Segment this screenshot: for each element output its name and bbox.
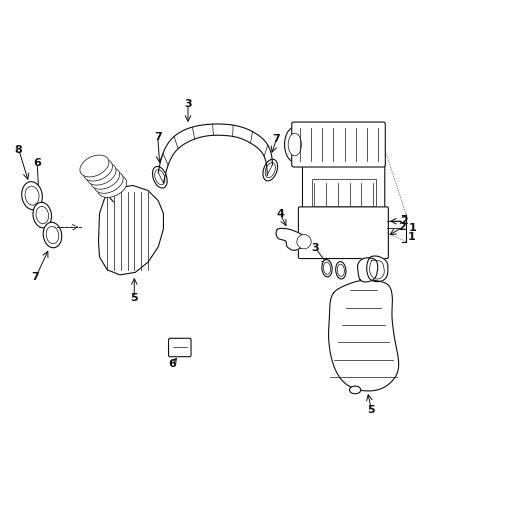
Text: 2: 2 bbox=[400, 216, 408, 226]
Polygon shape bbox=[329, 280, 399, 391]
Text: 8: 8 bbox=[15, 144, 23, 155]
FancyBboxPatch shape bbox=[302, 161, 385, 212]
Ellipse shape bbox=[94, 172, 123, 193]
Ellipse shape bbox=[288, 133, 301, 156]
Ellipse shape bbox=[36, 207, 49, 224]
Text: 5: 5 bbox=[131, 293, 138, 303]
Text: 2: 2 bbox=[398, 223, 406, 232]
Ellipse shape bbox=[153, 167, 167, 188]
Ellipse shape bbox=[98, 175, 127, 197]
Polygon shape bbox=[158, 124, 272, 183]
FancyBboxPatch shape bbox=[298, 207, 389, 259]
Text: 6: 6 bbox=[33, 158, 41, 169]
Ellipse shape bbox=[349, 386, 361, 394]
Text: 7: 7 bbox=[272, 135, 280, 144]
Ellipse shape bbox=[91, 168, 120, 189]
Text: 7: 7 bbox=[154, 133, 162, 142]
Ellipse shape bbox=[87, 163, 116, 185]
Ellipse shape bbox=[46, 226, 59, 244]
Ellipse shape bbox=[33, 203, 52, 228]
Text: 6: 6 bbox=[168, 359, 176, 370]
FancyBboxPatch shape bbox=[169, 338, 191, 357]
Polygon shape bbox=[276, 228, 306, 250]
Ellipse shape bbox=[337, 264, 344, 277]
Text: 7: 7 bbox=[32, 272, 40, 283]
Ellipse shape bbox=[22, 181, 42, 210]
Ellipse shape bbox=[25, 186, 39, 205]
FancyBboxPatch shape bbox=[312, 179, 376, 206]
Ellipse shape bbox=[265, 162, 276, 178]
Ellipse shape bbox=[84, 159, 112, 181]
Polygon shape bbox=[99, 186, 164, 275]
Ellipse shape bbox=[322, 260, 332, 277]
Ellipse shape bbox=[324, 262, 331, 274]
Text: 1: 1 bbox=[409, 224, 417, 233]
Polygon shape bbox=[358, 258, 378, 282]
Text: 4: 4 bbox=[276, 209, 284, 218]
Text: 3: 3 bbox=[184, 99, 192, 108]
Text: 3: 3 bbox=[312, 243, 319, 253]
Ellipse shape bbox=[155, 170, 165, 185]
Ellipse shape bbox=[263, 159, 278, 181]
Polygon shape bbox=[367, 256, 388, 282]
FancyBboxPatch shape bbox=[292, 122, 385, 167]
Ellipse shape bbox=[80, 155, 109, 177]
Ellipse shape bbox=[297, 234, 311, 249]
Ellipse shape bbox=[285, 127, 305, 162]
Text: 5: 5 bbox=[368, 406, 375, 415]
Ellipse shape bbox=[43, 222, 62, 248]
Text: 1: 1 bbox=[408, 231, 415, 242]
Ellipse shape bbox=[336, 262, 346, 279]
